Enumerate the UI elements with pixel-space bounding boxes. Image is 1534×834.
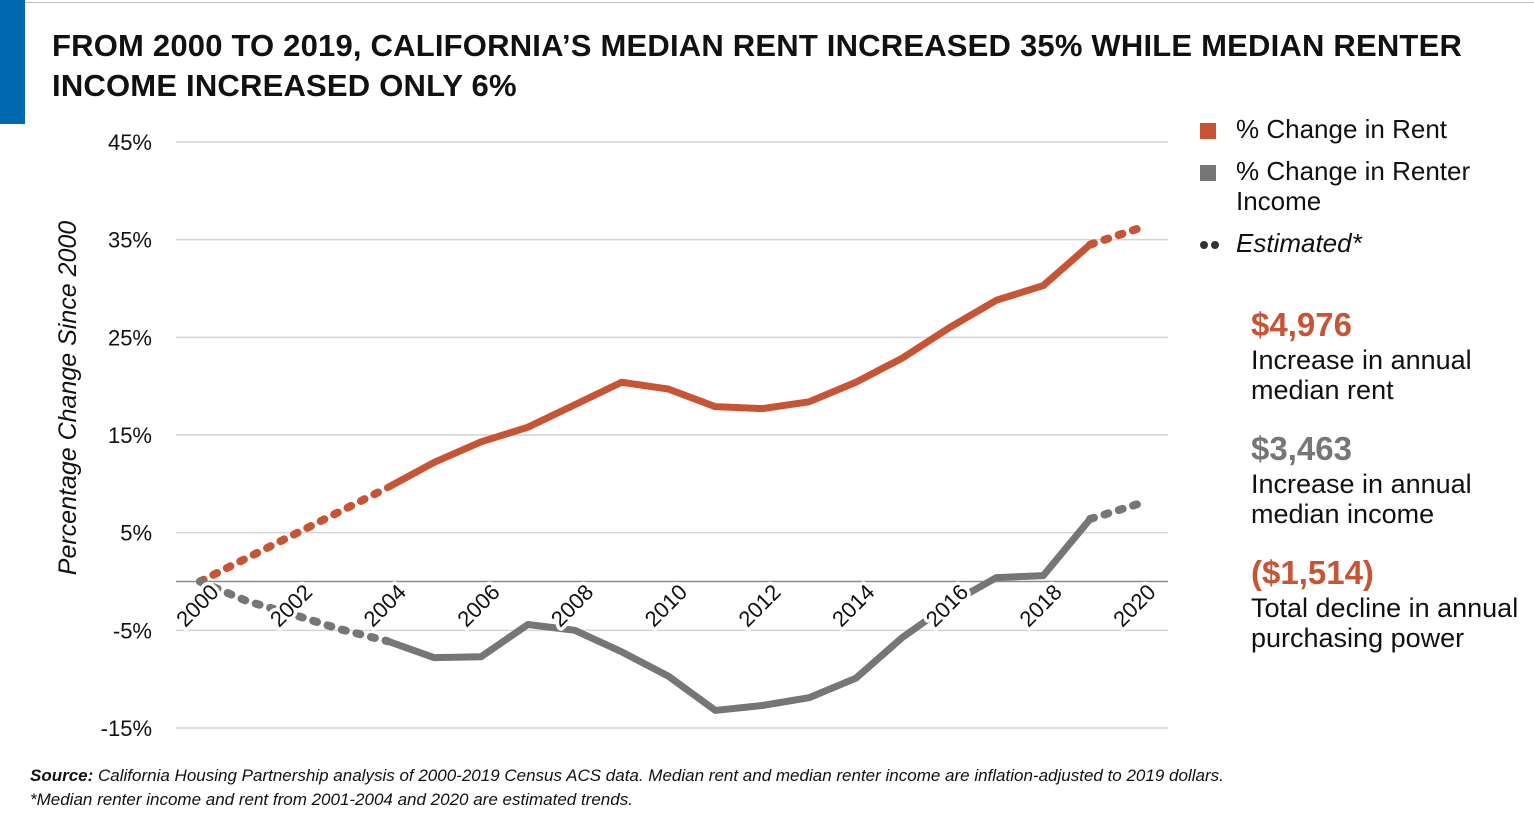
- footer-notes: Source: California Housing Partnership a…: [30, 764, 1530, 812]
- source-label: Source:: [30, 766, 94, 785]
- x-tick-label: 2002: [265, 579, 317, 631]
- x-tick-label: 2020: [1108, 579, 1160, 631]
- y-axis-ticks: 45% 35% 25% 15% 5% -5% -15%: [101, 130, 152, 741]
- y-tick-label: 15%: [108, 423, 152, 448]
- stat-rent-increase: $4,976 Increase in annual median rent: [1251, 305, 1531, 405]
- dotted-line-icon: [1200, 241, 1219, 249]
- series-lines: [196, 224, 1141, 714]
- legend-label: Estimated*: [1236, 228, 1362, 258]
- legend-label: % Change in Renter Income: [1236, 156, 1471, 216]
- stat-value: ($1,514): [1251, 554, 1374, 591]
- x-tick-label: 2010: [640, 579, 692, 631]
- income-line-estimated-late: [1086, 500, 1141, 523]
- rent-line-estimated-late: [1086, 224, 1141, 249]
- x-tick-label: 2014: [827, 579, 879, 631]
- chart-title: FROM 2000 TO 2019, CALIFORNIA’S MEDIAN R…: [52, 28, 1463, 103]
- rent-swatch-icon: [1200, 123, 1216, 139]
- income-line-estimated-early: [196, 577, 392, 646]
- y-tick-label: -15%: [101, 716, 152, 741]
- rent-line: [383, 241, 1094, 492]
- legend-item-estimated: Estimated*: [1200, 228, 1530, 258]
- legend: % Change in Rent % Change in Renter Inco…: [1200, 114, 1530, 270]
- y-axis-label: Percentage Change Since 2000: [54, 221, 82, 576]
- legend-label: % Change in Rent: [1236, 114, 1448, 144]
- stats-panel: $4,976 Increase in annual median rent $3…: [1251, 305, 1531, 677]
- source-text: California Housing Partnership analysis …: [93, 766, 1224, 785]
- stat-description: Increase in annual median income: [1251, 469, 1472, 529]
- estimate-note: *Median renter income and rent from 2001…: [30, 790, 633, 809]
- top-divider: [25, 2, 1534, 3]
- x-tick-label: 2012: [733, 579, 785, 631]
- source-note: Source: California Housing Partnership a…: [30, 764, 1530, 788]
- y-tick-label: -5%: [113, 618, 152, 643]
- y-tick-label: 5%: [120, 521, 152, 546]
- gridlines: [176, 141, 1168, 729]
- stat-value: $3,463: [1251, 430, 1352, 467]
- legend-item-rent: % Change in Rent: [1200, 114, 1530, 144]
- x-tick-label: 2008: [546, 579, 598, 631]
- y-tick-label: 35%: [108, 228, 152, 253]
- x-tick-label: 2004: [359, 579, 411, 631]
- y-tick-label: 25%: [108, 325, 152, 350]
- stat-income-increase: $3,463 Increase in annual median income: [1251, 429, 1531, 529]
- legend-item-income: % Change in Renter Income: [1200, 156, 1530, 216]
- x-tick-label: 2018: [1015, 579, 1067, 631]
- x-tick-label: 2006: [452, 579, 504, 631]
- accent-bar: [0, 0, 25, 124]
- stat-description: Increase in annual median rent: [1251, 345, 1472, 405]
- y-tick-label: 45%: [108, 130, 152, 155]
- x-tick-label: 2016: [921, 579, 973, 631]
- income-swatch-icon: [1200, 165, 1216, 181]
- income-line: [383, 515, 1094, 714]
- stat-value: $4,976: [1251, 306, 1352, 343]
- stat-description: Total decline in annual purchasing power: [1251, 593, 1519, 653]
- stat-purchasing-power-decline: ($1,514) Total decline in annual purchas…: [1251, 553, 1531, 653]
